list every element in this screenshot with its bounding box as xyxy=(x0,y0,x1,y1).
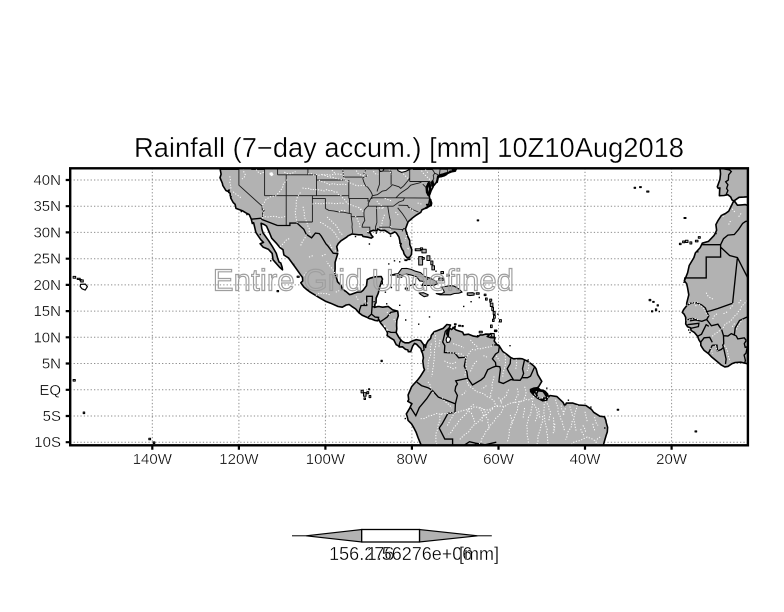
svg-text:10N: 10N xyxy=(33,329,61,346)
svg-text:[mm]: [mm] xyxy=(459,544,499,564)
svg-text:35N: 35N xyxy=(33,198,61,215)
svg-text:EQ: EQ xyxy=(39,382,61,399)
svg-text:5S: 5S xyxy=(43,408,61,425)
svg-text:140W: 140W xyxy=(133,451,173,468)
svg-text:60W: 60W xyxy=(483,451,515,468)
svg-text:30N: 30N xyxy=(33,224,61,241)
svg-text:20W: 20W xyxy=(656,451,688,468)
svg-text:40W: 40W xyxy=(570,451,602,468)
svg-text:25N: 25N xyxy=(33,251,61,268)
svg-text:15N: 15N xyxy=(33,303,61,320)
svg-text:120W: 120W xyxy=(219,451,259,468)
svg-text:20N: 20N xyxy=(33,277,61,294)
svg-text:80W: 80W xyxy=(396,451,428,468)
svg-text:Rainfall (7−day accum.) [mm] 1: Rainfall (7−day accum.) [mm] 10Z10Aug201… xyxy=(134,132,684,163)
svg-text:1.56276e+06: 1.56276e+06 xyxy=(367,544,473,564)
svg-text:10S: 10S xyxy=(34,434,61,451)
svg-text:40N: 40N xyxy=(33,172,61,189)
svg-text:156.276: 156.276 xyxy=(329,544,394,564)
svg-text:5N: 5N xyxy=(42,356,61,373)
svg-text:Entire Grid Undefined: Entire Grid Undefined xyxy=(213,262,514,297)
svg-text:100W: 100W xyxy=(306,451,346,468)
